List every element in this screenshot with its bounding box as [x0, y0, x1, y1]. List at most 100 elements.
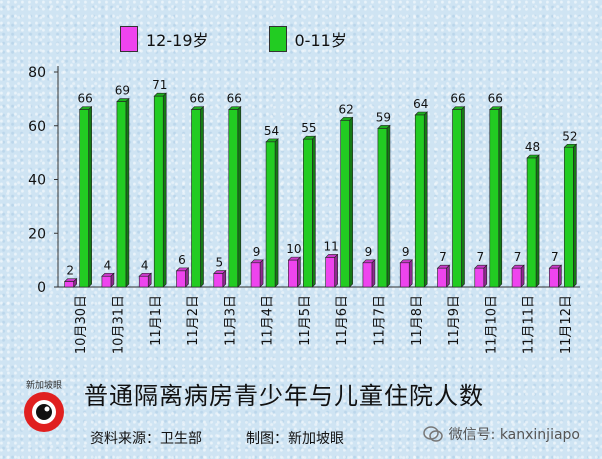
data-label-child: 69 [115, 84, 130, 98]
bar-teen [138, 275, 149, 288]
bar-side [483, 264, 488, 288]
data-label-teen: 4 [104, 258, 112, 272]
chart-by-text: 制图：新加坡眼 [246, 431, 344, 447]
bar-side [237, 105, 242, 288]
x-tick-label: 11月7日 [372, 295, 387, 346]
bar-side [535, 154, 540, 288]
data-label-teen: 7 [439, 250, 447, 264]
y-tick-label: 40 [28, 173, 46, 189]
data-label-child: 66 [78, 92, 93, 106]
bar-teen [64, 281, 74, 288]
bar-teen [511, 267, 522, 288]
logo-text: 新加坡眼 [25, 381, 62, 391]
x-tick-label: 11月6日 [335, 295, 350, 346]
bar-side [222, 269, 227, 288]
data-label-child: 62 [339, 102, 354, 116]
legend: 12-19岁 0-11岁 [120, 26, 347, 52]
bar-child [303, 138, 313, 288]
y-tick-label: 20 [28, 226, 46, 242]
data-label-teen: 6 [178, 253, 186, 267]
x-tick-label: 11月9日 [447, 295, 462, 346]
legend-label-teen: 12-19岁 [146, 31, 209, 50]
bar-teen [176, 270, 186, 288]
bar-child [191, 109, 201, 288]
bar-side [200, 105, 204, 288]
data-label-child: 48 [525, 140, 540, 154]
bar-side [312, 135, 316, 288]
bar-side [423, 111, 428, 288]
source-text: 资料来源：卫生部 [90, 431, 202, 447]
footer: 资料来源：卫生部 制图：新加坡眼 [90, 428, 344, 448]
x-tick-label: 11月10日 [484, 295, 499, 354]
x-tick-label: 11月5日 [298, 295, 313, 346]
bar-side [297, 256, 301, 288]
data-label-child: 66 [488, 92, 503, 106]
data-label-child: 66 [450, 92, 465, 106]
bar-child [228, 109, 239, 288]
bar-teen [399, 262, 410, 288]
data-label-teen: 10 [286, 242, 301, 256]
legend-label-child: 0-11岁 [294, 31, 347, 50]
data-label-child: 66 [227, 92, 242, 106]
bar-teen [474, 267, 485, 288]
bar-side [520, 264, 525, 288]
legend-swatch-teen [120, 26, 138, 52]
wechat-icon [422, 426, 443, 442]
x-tick-label: 10月30日 [74, 295, 89, 354]
bar-side [573, 143, 577, 288]
bar-side [125, 97, 130, 288]
bar-side [185, 267, 189, 288]
bar-side [274, 138, 279, 288]
bar-child [526, 157, 537, 288]
bar-child [153, 95, 164, 288]
data-label-teen: 7 [514, 250, 522, 264]
data-label-child: 66 [189, 92, 204, 106]
data-label-child: 59 [376, 110, 391, 124]
logo-icon [24, 392, 64, 432]
bar-teen [101, 275, 112, 288]
bar-teen [549, 267, 559, 288]
x-tick-label: 10月31日 [111, 295, 126, 354]
bar-teen [325, 257, 335, 288]
x-tick-label: 11月12日 [559, 295, 574, 354]
x-tick-label: 11月3日 [223, 295, 238, 346]
data-label-child: 52 [562, 129, 577, 143]
x-tick-label: 11月1日 [149, 295, 164, 346]
bar-child [116, 101, 127, 288]
data-label-child: 54 [264, 124, 279, 138]
data-label-teen: 2 [66, 264, 74, 278]
bar-teen [250, 262, 261, 288]
bar-child [452, 109, 462, 288]
watermark-text: 微信号: kanxinjiapo [448, 427, 580, 443]
bar-side [408, 259, 413, 288]
data-label-teen: 7 [551, 250, 559, 264]
bar-side [88, 105, 92, 288]
bar-side [259, 259, 264, 288]
x-tick-label: 11月11日 [522, 295, 537, 354]
y-tick-label: 0 [37, 280, 46, 296]
bar-teen [437, 267, 447, 288]
legend-item-child: 0-11岁 [268, 26, 347, 52]
x-tick-label: 11月8日 [410, 295, 425, 346]
bar-teen [362, 262, 373, 288]
x-tick-label: 11月2日 [186, 295, 201, 346]
bar-teen [288, 259, 298, 288]
bar-side [162, 92, 167, 288]
y-tick-label: 80 [28, 65, 46, 81]
bar-child [265, 141, 276, 288]
data-label-teen: 9 [253, 245, 261, 259]
data-label-teen: 5 [215, 256, 223, 270]
bar-side [498, 105, 503, 288]
bar-child [377, 128, 388, 288]
bar-child [489, 109, 500, 288]
data-label-teen: 9 [402, 245, 410, 259]
bar-side [386, 124, 391, 288]
bar-side [349, 116, 353, 288]
bar-side [371, 259, 376, 288]
data-label-teen: 11 [324, 239, 339, 253]
legend-swatch-child [268, 26, 287, 52]
bar-teen [213, 273, 224, 288]
data-label-teen: 4 [141, 258, 149, 272]
bar-child [414, 114, 425, 288]
